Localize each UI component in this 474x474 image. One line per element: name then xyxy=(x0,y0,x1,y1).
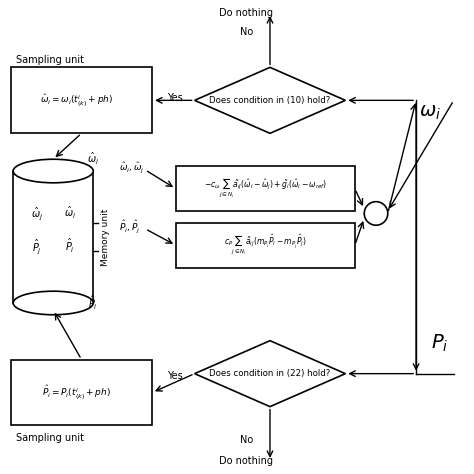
Text: $\hat{P}_j$: $\hat{P}_j$ xyxy=(32,237,42,256)
Text: Sampling unit: Sampling unit xyxy=(16,433,83,443)
Text: Memory unit: Memory unit xyxy=(100,208,109,266)
Text: $\hat{\omega}_i$: $\hat{\omega}_i$ xyxy=(64,205,76,221)
Polygon shape xyxy=(195,341,346,407)
Text: $\hat{\omega}_i, \hat{\omega}_j$: $\hat{\omega}_i, \hat{\omega}_j$ xyxy=(119,160,145,175)
Text: Do nothing: Do nothing xyxy=(219,456,273,466)
Text: Sampling unit: Sampling unit xyxy=(16,55,83,65)
Bar xyxy=(176,223,355,268)
Ellipse shape xyxy=(13,291,93,315)
Text: Does condition in (22) hold?: Does condition in (22) hold? xyxy=(210,369,330,378)
Text: $\hat{\omega}_i$: $\hat{\omega}_i$ xyxy=(87,151,100,167)
Text: Yes: Yes xyxy=(167,371,183,381)
Bar xyxy=(11,359,152,426)
Bar xyxy=(11,67,152,133)
Text: Yes: Yes xyxy=(167,93,183,103)
Ellipse shape xyxy=(13,159,93,183)
Text: $\hat{P}_i = P_i(t^i_{(k)} + ph)$: $\hat{P}_i = P_i(t^i_{(k)} + ph)$ xyxy=(42,383,111,402)
Text: $c_P \sum_{j \in N_i} \tilde{a}_{ij}(m_{P_i}\hat{P}_i - m_{P_j}\hat{P}_j)$: $c_P \sum_{j \in N_i} \tilde{a}_{ij}(m_{… xyxy=(224,233,307,257)
Circle shape xyxy=(364,201,388,225)
Text: $\omega_i$: $\omega_i$ xyxy=(419,103,441,122)
Bar xyxy=(176,166,355,211)
Text: $\hat{\omega}_i = \omega_i(t^i_{(k)} + ph)$: $\hat{\omega}_i = \omega_i(t^i_{(k)} + p… xyxy=(40,92,113,109)
Text: $\hat{P}_i, \hat{P}_j$: $\hat{P}_i, \hat{P}_j$ xyxy=(119,218,141,235)
Text: $\hat{\omega}_j$: $\hat{\omega}_j$ xyxy=(31,205,43,222)
Text: No: No xyxy=(240,27,253,37)
Text: $P_i$: $P_i$ xyxy=(431,332,448,354)
Polygon shape xyxy=(195,67,346,133)
Bar xyxy=(13,171,93,303)
Text: Does condition in (10) hold?: Does condition in (10) hold? xyxy=(210,96,330,105)
Text: Do nothing: Do nothing xyxy=(219,8,273,18)
Text: No: No xyxy=(240,435,253,445)
Text: $\hat{P}_i$: $\hat{P}_i$ xyxy=(65,237,74,255)
Text: $-c_\omega \sum_{j \in N_i} \tilde{a}_{ij}(\hat{\omega}_i - \hat{\omega}_j) + \t: $-c_\omega \sum_{j \in N_i} \tilde{a}_{i… xyxy=(204,177,327,200)
Text: $\hat{P}_i$: $\hat{P}_i$ xyxy=(88,294,98,312)
